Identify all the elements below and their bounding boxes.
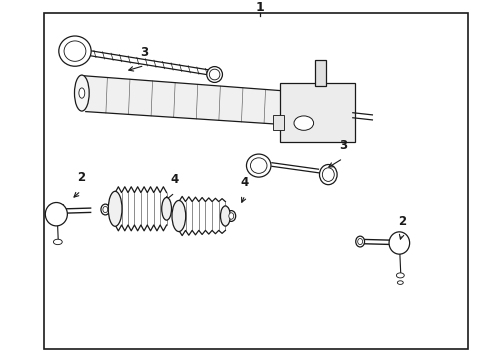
Ellipse shape (389, 232, 410, 254)
Text: 2: 2 (77, 171, 85, 184)
Text: 2: 2 (398, 215, 406, 228)
Ellipse shape (229, 213, 234, 219)
Ellipse shape (103, 207, 108, 212)
Ellipse shape (53, 239, 62, 245)
Ellipse shape (172, 201, 186, 231)
Ellipse shape (246, 154, 271, 177)
Ellipse shape (396, 273, 404, 278)
Bar (44, 13, 468, 349)
Ellipse shape (59, 36, 91, 66)
Text: 4: 4 (171, 173, 179, 186)
Ellipse shape (356, 236, 365, 247)
Polygon shape (83, 76, 291, 125)
Ellipse shape (108, 191, 122, 226)
Ellipse shape (397, 281, 403, 284)
Ellipse shape (227, 211, 236, 221)
Ellipse shape (250, 158, 267, 174)
Ellipse shape (64, 41, 86, 61)
Ellipse shape (209, 69, 220, 80)
Text: 1: 1 (255, 1, 264, 14)
Ellipse shape (319, 165, 337, 185)
FancyBboxPatch shape (280, 83, 355, 142)
Ellipse shape (358, 238, 363, 245)
Text: 3: 3 (339, 139, 347, 152)
Ellipse shape (45, 202, 67, 226)
Text: 4: 4 (241, 176, 249, 189)
Bar (315, 60, 326, 86)
Text: 3: 3 (141, 46, 148, 59)
Ellipse shape (74, 75, 89, 111)
Ellipse shape (220, 206, 230, 226)
Ellipse shape (79, 88, 85, 98)
Ellipse shape (101, 204, 110, 215)
Ellipse shape (207, 67, 222, 82)
Circle shape (294, 116, 314, 130)
Ellipse shape (162, 197, 172, 220)
Bar (273, 115, 284, 130)
Ellipse shape (322, 168, 334, 181)
